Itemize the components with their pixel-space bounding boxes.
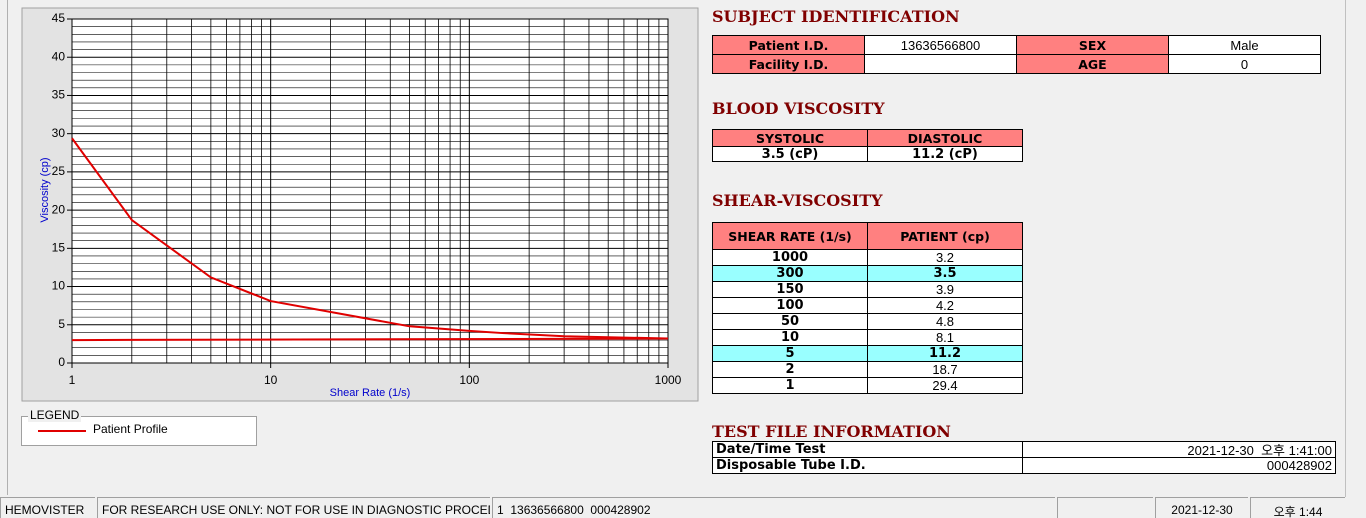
shear-rate-cell: 50: [712, 313, 868, 330]
legend-swatch: [38, 430, 86, 432]
y-tick-label: 20: [52, 202, 66, 216]
status-segment: HEMOVISTER: [0, 497, 95, 518]
legend-label: Patient Profile: [93, 422, 168, 436]
info-label: Date/Time Test: [712, 441, 1023, 458]
x-tick-label: 100: [459, 373, 479, 387]
status-segment: [1057, 497, 1153, 518]
field-label: Patient I.D.: [712, 35, 865, 55]
field-label: Facility I.D.: [712, 54, 865, 74]
patient-cell: 3.5: [867, 265, 1023, 282]
y-tick-label: 10: [52, 279, 66, 293]
shear-rate-cell: 1000: [712, 249, 868, 266]
patient-cell: 11.2: [867, 345, 1023, 362]
field-label: AGE: [1016, 54, 1169, 74]
info-label: Disposable Tube I.D.: [712, 457, 1023, 474]
shear-rate-cell: 5: [712, 345, 868, 362]
status-segment: 2021-12-30: [1155, 497, 1248, 518]
section-title: SHEAR-VISCOSITY: [712, 191, 883, 210]
legend-title: LEGEND: [28, 408, 82, 422]
shear-rate-cell: 100: [712, 297, 868, 314]
y-tick-label: 30: [52, 126, 66, 140]
shear-rate-cell: 150: [712, 281, 868, 298]
column-header: DIASTOLIC: [867, 129, 1023, 147]
patient-cell: 4.2: [867, 297, 1023, 314]
x-tick-label: 10: [264, 373, 278, 387]
patient-cell: 18.7: [867, 361, 1023, 378]
series-line: [71, 137, 669, 340]
plot-area: [72, 19, 668, 363]
y-tick-label: 0: [58, 355, 65, 369]
y-tick-label: 40: [52, 49, 66, 63]
shear-rate-cell: 300: [712, 265, 868, 282]
y-tick-label: 45: [52, 11, 66, 25]
info-value: 2021-12-30 오후 1:41:00: [1022, 441, 1336, 458]
field-value: Male: [1168, 35, 1321, 55]
section-title: SUBJECT IDENTIFICATION: [712, 7, 960, 26]
plot-border: [71, 18, 669, 364]
status-segment: 1 13636566800 000428902: [492, 497, 1055, 518]
x-tick-label: 1: [69, 373, 76, 387]
chart: Viscosity (cp) Shear Rate (1/s) 0 5 10 15 20…: [21, 7, 699, 402]
shear-rate-cell: 2: [712, 361, 868, 378]
shear-rate-cell: 1: [712, 377, 868, 394]
column-header: SYSTOLIC: [712, 129, 868, 147]
field-value: 13636566800: [864, 35, 1017, 55]
patient-cell: 3.9: [867, 281, 1023, 298]
left-border: [7, 0, 8, 495]
patient-cell: 29.4: [867, 377, 1023, 394]
field-label: SEX: [1016, 35, 1169, 55]
status-segment: 오후 1:44: [1250, 497, 1345, 518]
patient-cell: 4.8: [867, 313, 1023, 330]
y-tick-label: 5: [58, 317, 65, 331]
y-tick-label: 15: [52, 241, 66, 255]
y-axis-label: Viscosity (cp): [39, 157, 51, 222]
field-value: [864, 54, 1017, 74]
status-segment: FOR RESEARCH USE ONLY: NOT FOR USE IN DI…: [97, 497, 490, 518]
y-tick-label: 35: [52, 88, 66, 102]
patient-cell: 3.2: [867, 249, 1023, 266]
y-tick-label: 25: [52, 164, 66, 178]
x-axis-label: Shear Rate (1/s): [330, 387, 411, 399]
x-tick-label: 1000: [655, 373, 682, 387]
series-line: [71, 337, 669, 342]
shear-rate-cell: 10: [712, 329, 868, 346]
column-header: SHEAR RATE (1/s): [712, 222, 868, 250]
patient-cell: 8.1: [867, 329, 1023, 346]
section-title: BLOOD VISCOSITY: [712, 99, 885, 118]
section-title: TEST FILE INFORMATION: [712, 422, 951, 441]
value-cell: 3.5 (cP): [712, 146, 868, 162]
right-edge: [1345, 0, 1366, 497]
info-value: 000428902: [1022, 457, 1336, 474]
column-header: PATIENT (cp): [867, 222, 1023, 250]
value-cell: 11.2 (cP): [867, 146, 1023, 162]
field-value: 0: [1168, 54, 1321, 74]
